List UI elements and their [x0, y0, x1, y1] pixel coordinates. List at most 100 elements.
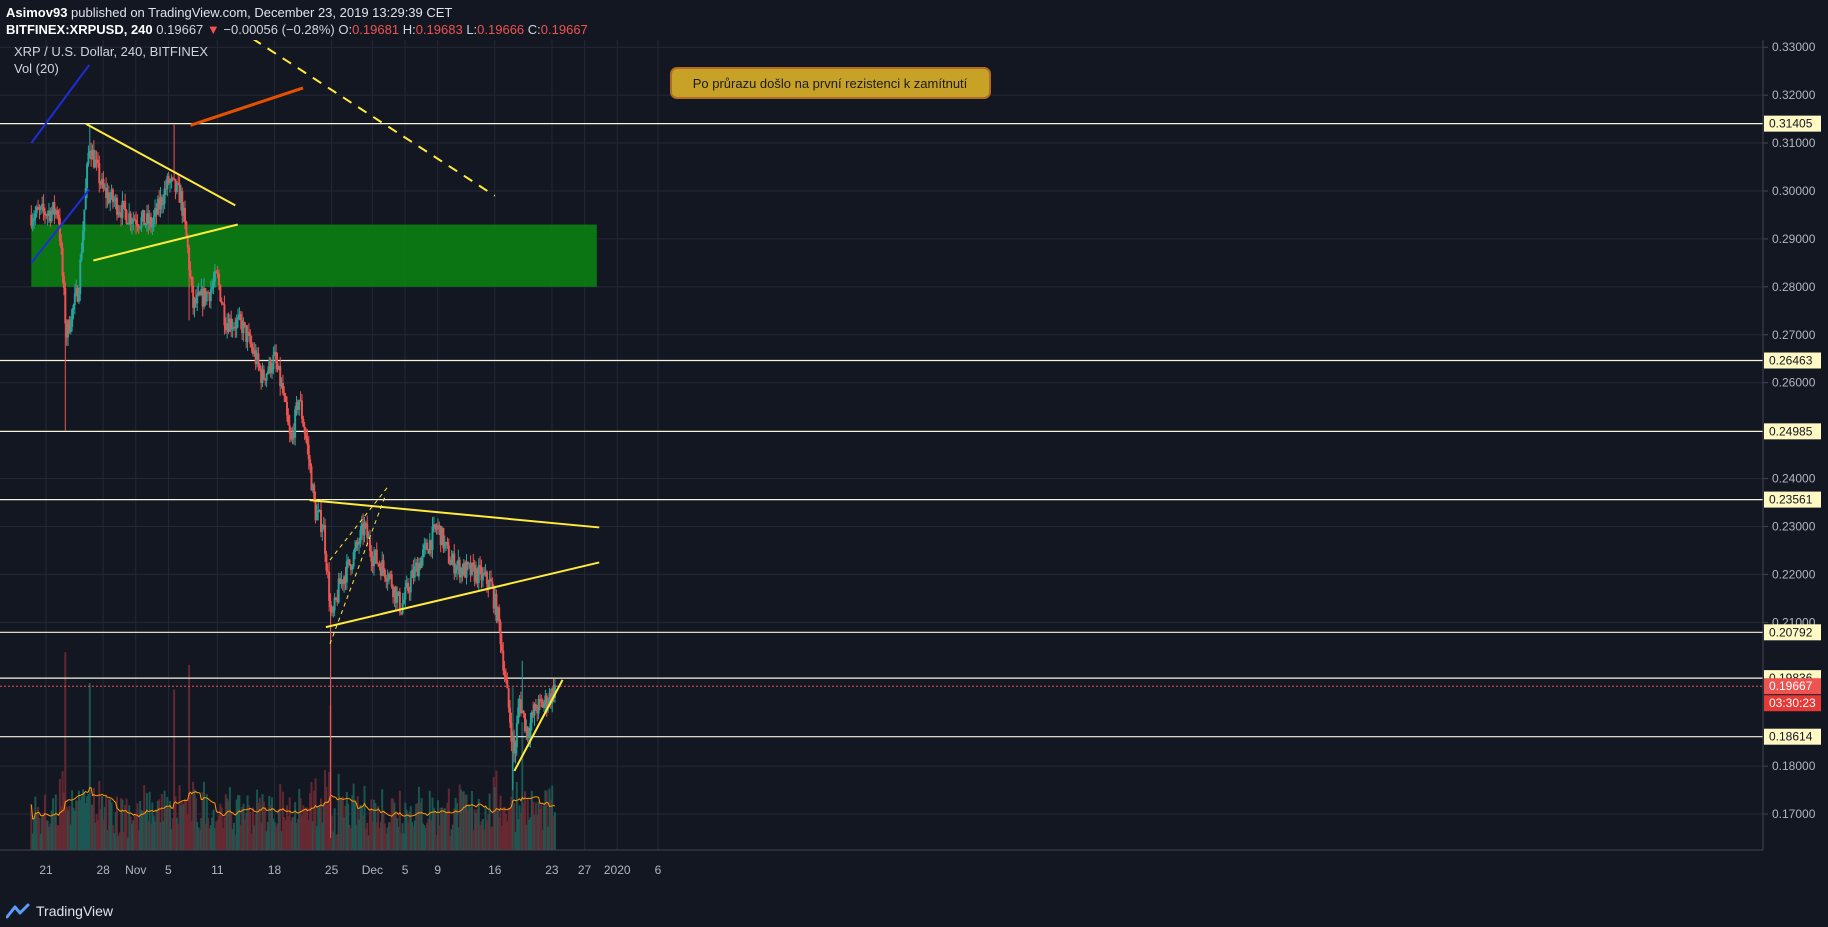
candle-body [223, 304, 226, 326]
annotation-callout[interactable]: Po průrazu došlo na první rezistenci k z… [670, 67, 991, 99]
volume-bar [371, 820, 374, 850]
volume-bar [412, 826, 415, 850]
volume-bar [538, 809, 541, 850]
candle-body [360, 523, 363, 531]
price-chart[interactable]: Po průrazu došlo na první rezistenci k z… [0, 40, 1828, 900]
volume-bar [428, 790, 431, 850]
candle-body [421, 549, 424, 558]
volume-bar [122, 831, 125, 850]
brand-name[interactable]: TradingView [36, 903, 114, 919]
candle-body [496, 607, 499, 621]
candle-body [264, 378, 267, 381]
volume-bar [536, 815, 539, 850]
channel-line[interactable] [30, 64, 91, 144]
volume-bar [319, 798, 322, 850]
volume-bar [159, 822, 162, 850]
annotation-box[interactable] [670, 67, 991, 99]
volume-bar [140, 809, 143, 850]
volume-bar [220, 807, 223, 850]
volume-bar [421, 823, 424, 850]
candle-body [163, 188, 166, 204]
candle-body [75, 287, 78, 294]
volume-bar [31, 833, 34, 850]
volume-bar [258, 797, 261, 850]
volume-bar [147, 821, 150, 850]
volume-bar [212, 809, 215, 850]
volume-bar [67, 810, 70, 850]
volume-bar [401, 823, 404, 850]
volume-bar [521, 722, 524, 850]
last-price: 0.19667 [156, 22, 204, 37]
candle-body [283, 393, 286, 397]
candle-body [504, 675, 507, 681]
volume-bar [360, 805, 363, 850]
candle-body [325, 553, 328, 571]
volume-bar [336, 834, 339, 850]
volume-bar [458, 784, 461, 850]
volume-bar [90, 805, 93, 850]
trendlines[interactable] [30, 40, 600, 772]
volume-bar [495, 770, 498, 850]
volume-bar [526, 798, 529, 850]
candle-body [522, 710, 525, 714]
candle-body [446, 542, 449, 546]
trendline[interactable] [513, 679, 564, 772]
candle-body [169, 181, 172, 184]
time-axis[interactable]: 21 28 Nov 5 11 18 25 Dec 5 9 16 23 27 2020 6 [0, 849, 1763, 877]
candle-body [86, 163, 89, 189]
symbol-info: BITFINEX:XRPUSD, 240 0.19667 ▼ −0.00056 … [6, 22, 588, 37]
candle-body [305, 433, 308, 439]
volume-bar [68, 805, 71, 850]
candle-body [309, 459, 312, 467]
volume-bar [149, 823, 152, 850]
volume-bar [408, 811, 411, 850]
candle-body [415, 562, 418, 567]
current-price-tag [1764, 678, 1821, 695]
volume-bar [373, 799, 376, 850]
candle-body [107, 192, 110, 204]
candle-body [551, 688, 554, 704]
candle-body [545, 695, 548, 709]
candle-body [196, 294, 199, 304]
volume-bar [103, 806, 106, 850]
channel-line[interactable] [30, 188, 91, 264]
candle-body [181, 191, 184, 216]
candle-body [109, 197, 112, 204]
trendline[interactable] [309, 499, 600, 529]
volume-bar [174, 796, 177, 850]
volume-bar [207, 817, 210, 850]
flag-trendline[interactable] [329, 495, 386, 645]
volume-bar [468, 804, 471, 850]
candle-body [543, 703, 546, 708]
price-tick-label: 0.23000 [1772, 519, 1816, 533]
candle-body [430, 540, 433, 550]
volume-bar [81, 789, 84, 850]
trendline[interactable] [85, 122, 236, 207]
candle-body [420, 557, 423, 569]
candle-body [290, 433, 293, 440]
candle-body [398, 591, 401, 613]
candle-body [77, 293, 80, 302]
volume-bar [473, 809, 476, 850]
tradingview-logo-icon[interactable] [6, 903, 30, 919]
volume-bar [250, 833, 253, 850]
author-name[interactable]: Asimov93 [6, 5, 68, 20]
candle-body [294, 409, 297, 438]
dashed-trendline[interactable] [252, 40, 496, 197]
volume-bar [271, 797, 274, 850]
candle-body [90, 150, 93, 160]
candle-body [42, 203, 45, 212]
trendline[interactable] [93, 223, 239, 262]
annotation-text: Po průrazu došlo na první rezistenci k z… [693, 76, 968, 91]
volume-bar [121, 799, 124, 850]
date-tick-label: Dec [362, 863, 383, 877]
candle-body [98, 163, 101, 184]
level-price-tag [1764, 491, 1821, 508]
volume-bar [339, 798, 342, 850]
candle-body [382, 560, 385, 570]
price-axis[interactable]: 0.33000 0.32000 0.31000 0.30000 0.29000 0.280… [1762, 40, 1828, 900]
volume-bar [518, 805, 521, 850]
candle-body [423, 544, 426, 550]
trendline[interactable] [325, 561, 600, 629]
candle-body [60, 240, 63, 249]
